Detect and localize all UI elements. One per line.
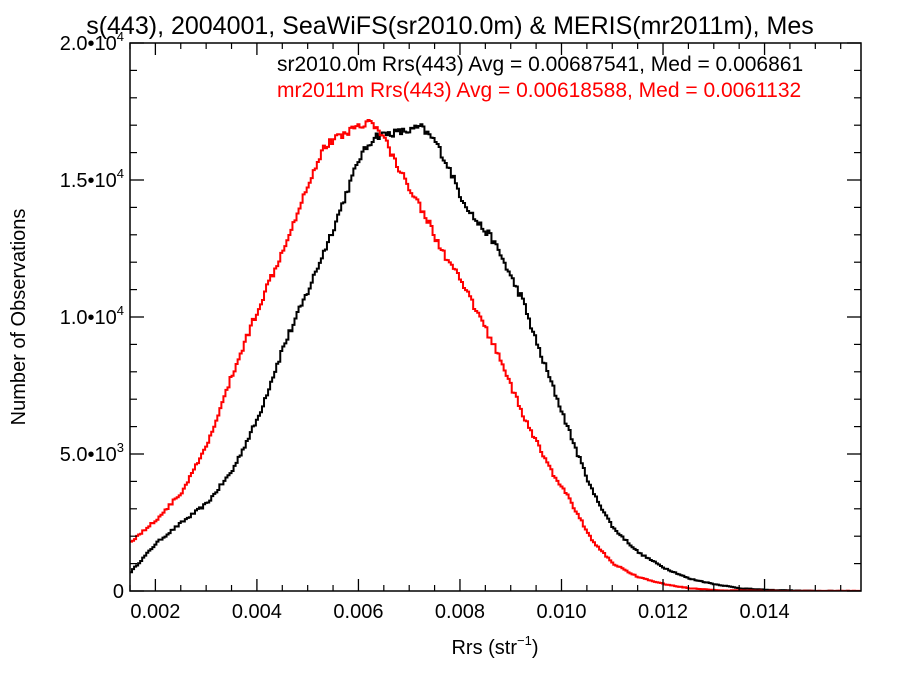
y-tick-mantissa: 5.0•10 — [60, 444, 117, 466]
tick-labels-layer: 0.002 0.004 0.006 0.008 0.010 0.012 0.014 0 5.0•… — [60, 29, 790, 623]
y-tick-exponent: 4 — [117, 303, 124, 318]
y-tick-mantissa: 2.0•10 — [60, 33, 117, 55]
series-line-2 — [130, 118, 861, 591]
x-tick-label: 0.002 — [130, 601, 180, 623]
legend-entry-1: sr2010.0m Rrs(443) Avg = 0.00687541, Med… — [277, 53, 803, 76]
y-tick-mantissa: 1.0•10 — [60, 307, 117, 329]
y-tick-label: 5.0•103 — [60, 440, 124, 466]
x-axis-label: Rrs (str−1) — [451, 633, 538, 659]
chart-title: s(443), 2004001, SeaWiFS(sr2010.0m) & ME… — [86, 12, 814, 40]
y-tick-label: 2.0•104 — [60, 29, 124, 55]
x-axis-label-sup: −1 — [517, 633, 532, 648]
x-axis-label-main: Rrs (str — [451, 637, 517, 659]
legend-entry-2: mr2011m Rrs(443) Avg = 0.00618588, Med =… — [277, 79, 801, 102]
series-layer — [130, 118, 861, 591]
ticks-layer — [129, 42, 861, 592]
y-tick-mantissa: 1.5•10 — [60, 170, 117, 192]
x-axis-label-end: ) — [532, 637, 539, 659]
y-tick-exponent: 3 — [117, 440, 124, 455]
x-tick-label: 0.008 — [435, 601, 485, 623]
series-line-1 — [130, 123, 861, 591]
x-tick-label: 0.010 — [536, 601, 586, 623]
x-tick-label: 0.012 — [638, 601, 688, 623]
x-tick-label: 0.006 — [333, 601, 383, 623]
y-tick-exponent: 4 — [117, 166, 124, 181]
x-tick-label: 0.014 — [740, 601, 790, 623]
legend: sr2010.0m Rrs(443) Avg = 0.00687541, Med… — [277, 53, 803, 102]
y-tick-mantissa: 0 — [113, 581, 124, 603]
plot-frame — [129, 42, 862, 592]
y-tick-label: 0 — [113, 581, 124, 603]
x-tick-label: 0.004 — [232, 601, 282, 623]
y-tick-label: 1.5•104 — [60, 166, 124, 192]
y-tick-exponent: 4 — [117, 29, 124, 44]
y-tick-label: 1.0•104 — [60, 303, 124, 329]
y-axis-label: Number of Observations — [8, 209, 30, 426]
